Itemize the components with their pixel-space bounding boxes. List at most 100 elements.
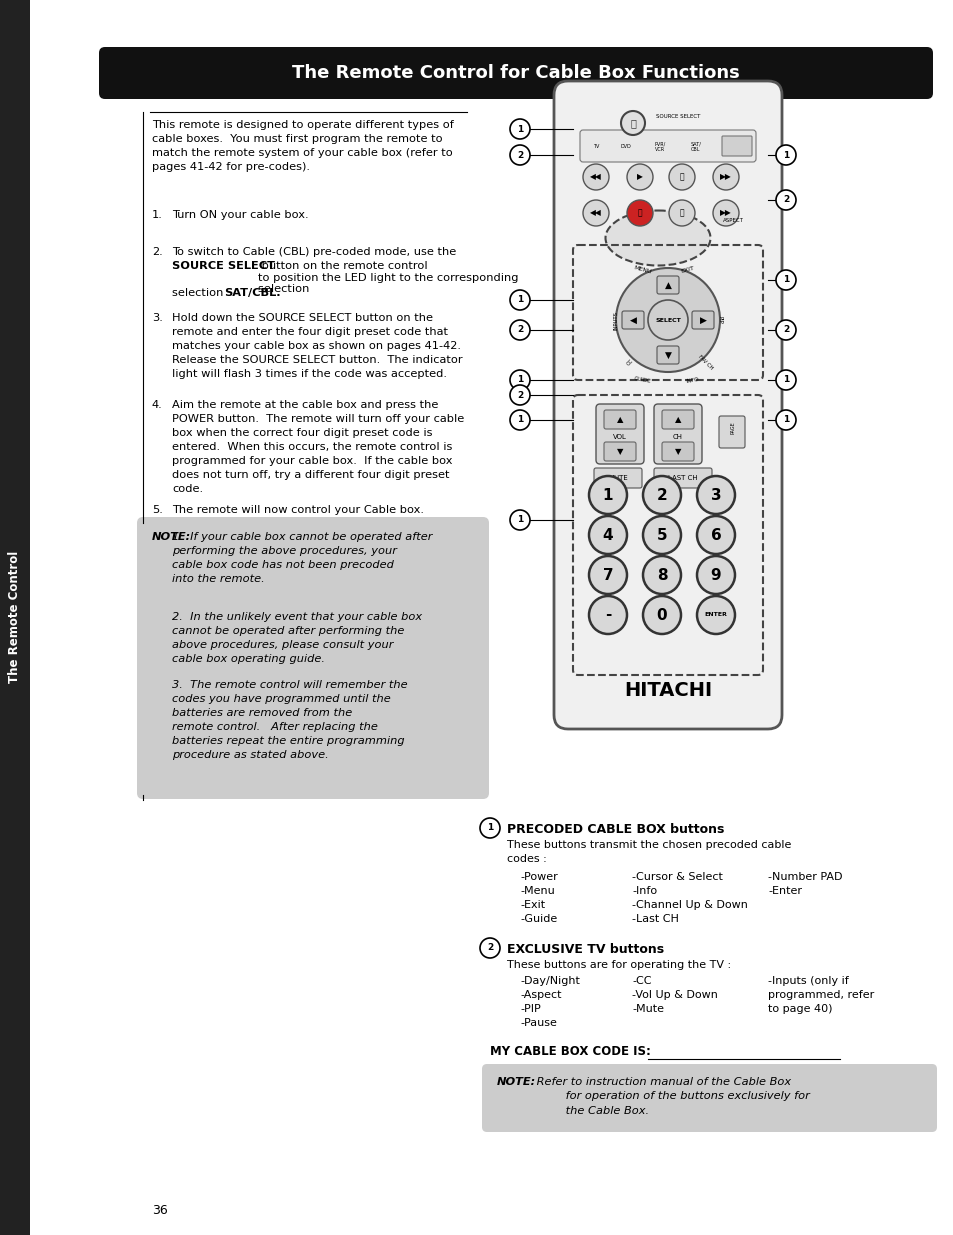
Text: -CC: -CC [631,976,651,986]
Text: ENTER: ENTER [704,613,727,618]
Text: 1: 1 [486,824,493,832]
Circle shape [510,119,530,140]
Circle shape [588,597,626,634]
Text: -Power: -Power [519,872,558,882]
Text: ⏻: ⏻ [629,119,636,128]
Text: ▲: ▲ [616,415,622,425]
Text: ◀: ◀ [629,315,636,325]
Circle shape [510,385,530,405]
Text: CH: CH [672,433,682,440]
Text: 1: 1 [517,375,522,384]
Text: ⏹: ⏹ [679,209,683,217]
FancyBboxPatch shape [554,82,781,729]
Text: NOTE:: NOTE: [497,1077,536,1087]
Ellipse shape [605,210,710,266]
Circle shape [775,320,795,340]
Text: CC: CC [625,358,634,367]
Circle shape [697,516,734,555]
Circle shape [642,597,680,634]
Text: DVD: DVD [620,144,631,149]
Circle shape [616,268,720,372]
Circle shape [588,475,626,514]
Text: SELECT: SELECT [655,317,680,322]
Text: -Vol Up & Down: -Vol Up & Down [631,990,717,1000]
FancyBboxPatch shape [594,468,641,488]
Text: PRECODED CABLE BOX buttons: PRECODED CABLE BOX buttons [506,823,723,836]
Text: ▶▶: ▶▶ [720,173,731,182]
Text: 8: 8 [656,568,666,583]
Text: 3.: 3. [152,312,163,324]
Circle shape [626,200,652,226]
Text: ◀◀: ◀◀ [590,173,601,182]
Text: ASPECT: ASPECT [721,219,742,224]
Text: button on the remote control
to position the LED light to the corresponding
sele: button on the remote control to position… [257,261,518,294]
FancyBboxPatch shape [654,404,701,464]
Text: INFO: INFO [685,377,700,384]
Text: To switch to Cable (CBL) pre-coded mode, use the: To switch to Cable (CBL) pre-coded mode,… [172,247,456,257]
Text: SOURCE SELECT: SOURCE SELECT [655,115,700,120]
Text: MY CABLE BOX CODE IS:: MY CABLE BOX CODE IS: [490,1045,650,1058]
Circle shape [620,111,644,135]
Circle shape [775,144,795,165]
FancyBboxPatch shape [657,275,679,294]
Circle shape [642,556,680,594]
Text: MUTE: MUTE [607,475,627,480]
Text: 2: 2 [656,488,667,503]
Text: -PIP: -PIP [519,1004,540,1014]
FancyBboxPatch shape [0,0,30,1235]
FancyBboxPatch shape [657,346,679,364]
Text: -Mute: -Mute [631,1004,663,1014]
FancyBboxPatch shape [596,404,643,464]
Text: LAST CH: LAST CH [667,475,697,480]
Circle shape [775,190,795,210]
Text: 2: 2 [782,326,788,335]
Text: 1: 1 [782,375,788,384]
Circle shape [775,370,795,390]
Text: PIP: PIP [717,316,721,324]
Text: This remote is designed to operate different types of
cable boxes.  You must fir: This remote is designed to operate diffe… [152,120,454,172]
Text: These buttons transmit the chosen precoded cable
codes :: These buttons transmit the chosen precod… [506,840,791,864]
Text: PVR/
VCR: PVR/ VCR [654,142,665,152]
Text: EXIT: EXIT [679,266,695,274]
Text: 5.: 5. [152,505,163,515]
Text: HITACHI: HITACHI [623,680,711,699]
Text: These buttons are for operating the TV :: These buttons are for operating the TV : [506,960,730,969]
Text: -Pause: -Pause [519,1018,557,1028]
Circle shape [775,410,795,430]
Circle shape [582,164,608,190]
Text: -Day/Night: -Day/Night [519,976,579,986]
FancyBboxPatch shape [603,410,636,429]
Text: NOTE:: NOTE: [152,532,191,542]
Text: 36: 36 [152,1203,168,1216]
Circle shape [510,410,530,430]
Text: -Cursor & Select: -Cursor & Select [631,872,722,882]
Text: 3.  The remote control will remember the
codes you have programmed until the
bat: 3. The remote control will remember the … [172,680,407,760]
Text: 4.: 4. [152,400,163,410]
Text: ▼: ▼ [616,447,622,457]
Text: selection: selection [172,288,227,298]
Circle shape [647,300,687,340]
Text: EXCLUSIVE TV buttons: EXCLUSIVE TV buttons [506,944,663,956]
Text: SAT/CBL.: SAT/CBL. [224,288,280,298]
Circle shape [510,144,530,165]
Text: 3: 3 [710,488,720,503]
Circle shape [668,164,695,190]
Text: Refer to instruction manual of the Cable Box
         for operation of the butto: Refer to instruction manual of the Cable… [533,1077,809,1115]
Circle shape [510,290,530,310]
Circle shape [642,516,680,555]
Circle shape [510,320,530,340]
Text: -Guide: -Guide [519,914,557,924]
Text: 2.: 2. [152,247,163,257]
Circle shape [510,370,530,390]
Text: SOURCE SELECT: SOURCE SELECT [172,261,274,270]
Circle shape [712,200,739,226]
Text: -Channel Up & Down: -Channel Up & Down [631,900,747,910]
Text: Turn ON your cable box.: Turn ON your cable box. [172,210,309,220]
Circle shape [588,556,626,594]
Text: ⏸: ⏸ [679,173,683,182]
Text: GUIDE: GUIDE [634,375,651,384]
Text: ▶▶: ▶▶ [720,209,731,217]
Text: ▼: ▼ [674,447,680,457]
Text: VOL: VOL [613,433,626,440]
Text: 1: 1 [517,415,522,425]
